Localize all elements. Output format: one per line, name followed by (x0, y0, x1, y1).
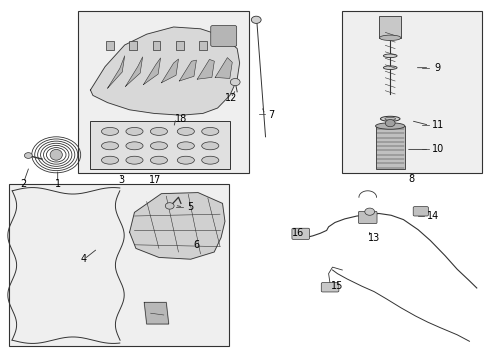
Bar (90, 121, 229, 169)
Bar (106, 41, 114, 50)
Ellipse shape (201, 156, 219, 164)
Ellipse shape (101, 156, 119, 164)
Circle shape (165, 203, 174, 209)
Ellipse shape (383, 54, 396, 58)
Bar (176, 41, 183, 50)
Bar (199, 41, 206, 50)
Ellipse shape (177, 127, 194, 135)
Polygon shape (179, 60, 196, 81)
Text: 4: 4 (81, 254, 87, 264)
Ellipse shape (375, 123, 404, 129)
Text: 11: 11 (430, 120, 443, 130)
Bar (129, 41, 137, 50)
FancyBboxPatch shape (210, 26, 236, 46)
Ellipse shape (384, 117, 395, 120)
Ellipse shape (177, 142, 194, 150)
Circle shape (24, 153, 32, 158)
Text: 12: 12 (224, 93, 237, 103)
Ellipse shape (101, 127, 119, 135)
Bar (9, 184, 228, 346)
Ellipse shape (126, 142, 143, 150)
Ellipse shape (101, 142, 119, 150)
Ellipse shape (201, 127, 219, 135)
Bar (342, 11, 481, 173)
Polygon shape (143, 58, 160, 85)
Text: 13: 13 (367, 233, 380, 243)
Ellipse shape (201, 142, 219, 150)
Circle shape (230, 78, 240, 86)
Text: 16: 16 (291, 228, 304, 238)
FancyBboxPatch shape (291, 228, 309, 239)
Ellipse shape (380, 116, 399, 121)
Polygon shape (161, 59, 178, 83)
Ellipse shape (379, 35, 400, 41)
Polygon shape (129, 193, 224, 259)
Text: 5: 5 (187, 202, 193, 212)
FancyBboxPatch shape (358, 211, 376, 224)
Circle shape (251, 16, 261, 23)
Text: 15: 15 (330, 281, 343, 291)
Circle shape (385, 120, 394, 127)
Ellipse shape (150, 127, 167, 135)
Ellipse shape (50, 149, 62, 160)
Bar (78, 11, 249, 173)
Text: 14: 14 (426, 211, 438, 221)
Polygon shape (90, 27, 239, 115)
Bar (379, 16, 400, 38)
Bar (375, 126, 404, 169)
Text: 10: 10 (430, 144, 443, 154)
Text: 6: 6 (193, 240, 199, 250)
FancyBboxPatch shape (321, 283, 338, 292)
Ellipse shape (383, 66, 396, 69)
Polygon shape (144, 302, 168, 324)
Ellipse shape (150, 142, 167, 150)
Ellipse shape (126, 156, 143, 164)
Polygon shape (215, 58, 232, 78)
Text: 1: 1 (55, 179, 61, 189)
Ellipse shape (150, 156, 167, 164)
Text: 9: 9 (434, 63, 440, 73)
Text: 2: 2 (20, 179, 26, 189)
Text: 3: 3 (118, 175, 124, 185)
FancyBboxPatch shape (412, 207, 427, 216)
Text: 17: 17 (149, 175, 162, 185)
Bar (152, 41, 160, 50)
Text: 18: 18 (174, 114, 187, 124)
Text: 7: 7 (268, 110, 274, 120)
Ellipse shape (126, 127, 143, 135)
Polygon shape (125, 57, 142, 86)
Circle shape (364, 208, 374, 215)
Polygon shape (107, 56, 124, 88)
Polygon shape (197, 59, 214, 79)
Ellipse shape (177, 156, 194, 164)
Text: 8: 8 (408, 174, 414, 184)
